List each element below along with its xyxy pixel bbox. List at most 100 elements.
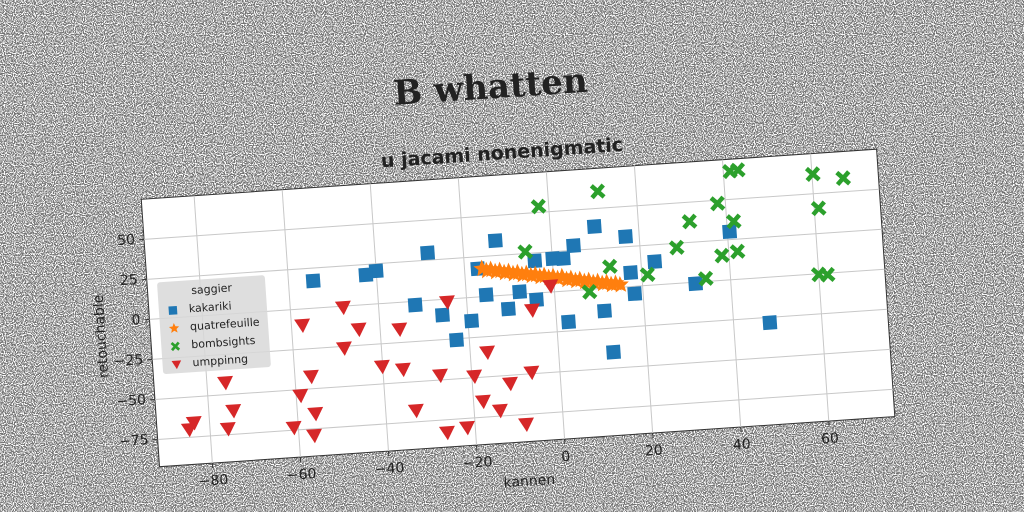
marker-x [697, 270, 714, 287]
y-tick-label: −75 [119, 432, 150, 450]
y-tick-label: 0 [131, 312, 141, 329]
marker-x [681, 213, 698, 230]
marker-square [561, 314, 576, 330]
marker-triangle-down [518, 417, 534, 432]
marker-square [420, 245, 436, 261]
marker-square [623, 265, 639, 281]
marker-triangle-down [491, 403, 508, 419]
marker-square [618, 229, 633, 245]
y-axis-label: retouchable [91, 294, 113, 378]
marker-triangle-down [523, 365, 540, 381]
marker-square [305, 273, 321, 289]
marker-triangle-down [335, 341, 352, 356]
marker-square [606, 344, 621, 360]
marker-triangle-down [394, 362, 411, 378]
marker-triangle-down [474, 394, 491, 410]
marker-triangle-down [217, 375, 233, 391]
grid [143, 153, 893, 464]
x-tick-label: 40 [732, 436, 751, 453]
marker-square [512, 284, 528, 300]
marker-x [668, 239, 685, 256]
marker-star [549, 269, 567, 287]
legend-box [157, 275, 271, 375]
marker-x [819, 266, 836, 283]
marker-x [530, 198, 547, 215]
x-tick-label: 20 [644, 442, 663, 459]
marker-square [586, 219, 602, 234]
grid-line [154, 348, 891, 400]
marker-square [566, 238, 581, 254]
grid-line [457, 177, 478, 446]
marker-triangle-down [407, 403, 424, 419]
marker-x [517, 243, 534, 260]
grid-line [281, 189, 301, 458]
marker-x [639, 266, 656, 283]
legend-title: saggier [191, 281, 233, 297]
marker-triangle-down [350, 322, 367, 338]
series [517, 162, 852, 300]
marker-star [611, 275, 629, 293]
legend-label: umppinng [192, 352, 248, 369]
marker-square [407, 297, 423, 313]
marker-triangle-down [438, 425, 455, 441]
x-tick-label: −60 [286, 466, 317, 484]
grid-line [146, 228, 883, 280]
x-axis-label: kannen [503, 472, 556, 491]
marker-square [464, 313, 480, 329]
marker-triangle-down [334, 300, 351, 316]
legend-label: kakariki [188, 299, 232, 315]
x-tick-label: 60 [821, 430, 840, 447]
series [180, 279, 559, 444]
marker-x [581, 283, 598, 300]
marker-triangle-down [523, 303, 540, 318]
marker-x [170, 341, 181, 352]
grid-line [143, 188, 880, 240]
marker-square [478, 287, 494, 303]
marker-triangle-down [431, 368, 448, 384]
marker-triangle-down [391, 322, 408, 338]
grid-line [633, 165, 654, 434]
marker-star [168, 322, 180, 333]
marker-square [555, 251, 571, 266]
marker-x [729, 243, 746, 260]
marker-triangle-down [294, 318, 311, 334]
x-tick-label: −80 [198, 472, 229, 490]
marker-x [602, 258, 618, 275]
legend-label: quatrefeuille [190, 316, 261, 334]
marker-triangle-down [501, 376, 518, 392]
marker-square [434, 307, 450, 323]
marker-triangle-down [302, 369, 319, 385]
x-tick-label: 0 [561, 449, 571, 466]
marker-triangle-down [373, 359, 390, 375]
marker-square [487, 233, 503, 249]
marker-triangle-down [285, 420, 302, 436]
grid-line [369, 183, 389, 452]
marker-x [729, 162, 746, 178]
marker-triangle-down [479, 345, 496, 360]
marker-triangle-down [458, 420, 475, 436]
y-tick-label: 25 [119, 272, 138, 289]
x-tick-label: −40 [374, 460, 405, 478]
legend-label: bombsights [191, 334, 256, 351]
marker-square [722, 224, 738, 240]
marker-triangle-down [225, 403, 242, 419]
x-tick-label: −20 [462, 454, 493, 472]
grid-line [545, 171, 566, 440]
marker-x [589, 183, 606, 200]
marker-square [358, 267, 374, 283]
marker-square [688, 276, 703, 292]
marker-triangle-down [466, 369, 483, 385]
grid-line [157, 388, 893, 440]
marker-square [647, 254, 663, 270]
marker-triangle-down [292, 388, 309, 404]
grid-line [810, 153, 830, 422]
marker-triangle-down [219, 422, 236, 437]
marker-x [835, 170, 852, 187]
marker-x [709, 195, 726, 212]
marker-square [529, 292, 544, 308]
marker-square [168, 305, 178, 315]
y-tick-label: 50 [117, 232, 136, 249]
y-tick-label: −25 [113, 352, 144, 370]
marker-triangle-down [171, 360, 182, 370]
